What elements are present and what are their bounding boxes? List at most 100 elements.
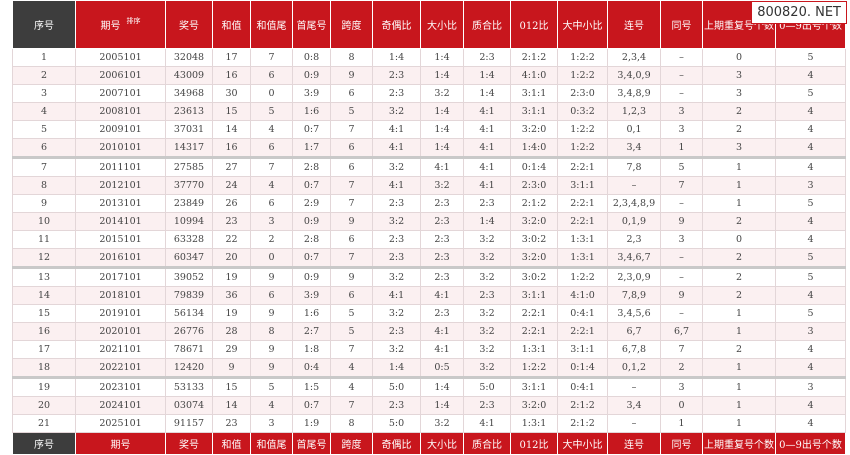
cell: 16 xyxy=(212,66,251,85)
header-cell: 012比 xyxy=(510,0,558,49)
cell: 2:2:1 xyxy=(510,304,558,323)
cell: 6 xyxy=(250,66,293,85)
cell: 19 xyxy=(212,304,251,323)
cell: 5 xyxy=(330,102,373,121)
cell: 15 xyxy=(212,102,251,121)
cell: 1:4 xyxy=(372,358,421,378)
cell: 1:3:1 xyxy=(510,340,558,359)
cell: 0:7 xyxy=(292,120,331,139)
cell: 1:4:0 xyxy=(510,138,558,158)
cell: 0:9 xyxy=(292,266,331,287)
cell: 4:1:0 xyxy=(557,286,608,305)
cell: 3:2 xyxy=(420,414,464,433)
cell: 6 xyxy=(330,286,373,305)
cell: 2006101 xyxy=(75,66,166,85)
cell: 3:2 xyxy=(372,266,421,287)
cell: 2 xyxy=(702,286,776,305)
cell: 23849 xyxy=(165,194,213,213)
cell: 0:7 xyxy=(292,176,331,195)
cell: 5:0 xyxy=(372,376,421,397)
cell: 9 xyxy=(12,194,76,213)
cell: 4 xyxy=(775,230,846,249)
cell: 4:1 xyxy=(372,176,421,195)
cell: 4:1 xyxy=(420,286,464,305)
cell: 2:7 xyxy=(292,322,331,341)
cell: 5 xyxy=(330,322,373,341)
cell: 5 xyxy=(250,102,293,121)
cell: 4 xyxy=(775,120,846,139)
cell: 29 xyxy=(212,340,251,359)
cell: 1:2:2 xyxy=(557,138,608,158)
cell: 2:1:2 xyxy=(557,396,608,415)
cell: 5 xyxy=(775,84,846,103)
cell: 0:7 xyxy=(292,248,331,268)
cell: 3 xyxy=(660,230,703,249)
cell: 2009101 xyxy=(75,120,166,139)
table-row: 15 2019101 56134 19 9 1:6 5 3:2 2:3 3:2 2:2:1 0:4:1… xyxy=(12,304,846,323)
cell: 3:2:0 xyxy=(510,120,558,139)
cell: 0,1 xyxy=(607,120,661,139)
cell: 8 xyxy=(250,322,293,341)
cell: 3,4 xyxy=(607,396,661,415)
cell: 3:2 xyxy=(463,230,511,249)
cell: 3:2 xyxy=(372,102,421,121)
cell: 6,7 xyxy=(607,322,661,341)
cell: 3 xyxy=(250,212,293,231)
cell: 2023101 xyxy=(75,376,166,397)
cell: 4:1 xyxy=(372,286,421,305)
cell: 5 xyxy=(775,248,846,268)
cell: 2:3 xyxy=(372,322,421,341)
cell: 2 xyxy=(702,120,776,139)
header-cell: 跨度 xyxy=(330,0,373,49)
cell: 14317 xyxy=(165,138,213,158)
cell: 1:3:1 xyxy=(557,248,608,268)
header-cell: 首尾号 xyxy=(292,0,331,49)
footer-cell: 跨度 xyxy=(330,432,373,455)
cell: – xyxy=(607,176,661,195)
cell: 5:0 xyxy=(463,376,511,397)
cell: 10 xyxy=(12,212,76,231)
cell: 10994 xyxy=(165,212,213,231)
cell: 1:4 xyxy=(420,376,464,397)
cell: 2 xyxy=(250,230,293,249)
cell: 3:2 xyxy=(463,266,511,287)
cell: 6 xyxy=(250,286,293,305)
cell: 23 xyxy=(212,212,251,231)
cell: 0:9 xyxy=(292,66,331,85)
cell: 2,3,4,8,9 xyxy=(607,194,661,213)
cell: 3 xyxy=(660,102,703,121)
cell: 2 xyxy=(702,248,776,268)
cell: 2:1:2 xyxy=(510,48,558,67)
cell: 9 xyxy=(250,340,293,359)
cell: 3:1:1 xyxy=(557,176,608,195)
cell: 39052 xyxy=(165,266,213,287)
cell: 21 xyxy=(12,414,76,433)
cell: 0:7 xyxy=(292,396,331,415)
cell: 1 xyxy=(702,396,776,415)
cell: 2018101 xyxy=(75,286,166,305)
cell: 3:9 xyxy=(292,84,331,103)
header-cell: 大中小比 xyxy=(557,0,608,49)
cell: 3,4,5,6 xyxy=(607,304,661,323)
cell: 53133 xyxy=(165,376,213,397)
cell: 4 xyxy=(775,156,846,177)
cell: 2013101 xyxy=(75,194,166,213)
watermark: 800820. NET xyxy=(751,1,847,24)
cell: 17 xyxy=(212,48,251,67)
cell: 4 xyxy=(775,102,846,121)
cell: 16 xyxy=(212,138,251,158)
cell: – xyxy=(660,48,703,67)
cell: 56134 xyxy=(165,304,213,323)
cell: 4:1 xyxy=(463,176,511,195)
cell: 1:4 xyxy=(420,138,464,158)
header-cell: 奇偶比 xyxy=(372,0,421,49)
cell: 9 xyxy=(250,304,293,323)
sort-button[interactable]: 排序 xyxy=(126,17,141,25)
cell: 7 xyxy=(330,120,373,139)
footer-cell: 奖号 xyxy=(165,432,213,455)
cell: 9 xyxy=(250,266,293,287)
cell: 2017101 xyxy=(75,266,166,287)
cell: 8 xyxy=(330,414,373,433)
cell: 3 xyxy=(775,376,846,397)
cell: 1:6 xyxy=(292,102,331,121)
